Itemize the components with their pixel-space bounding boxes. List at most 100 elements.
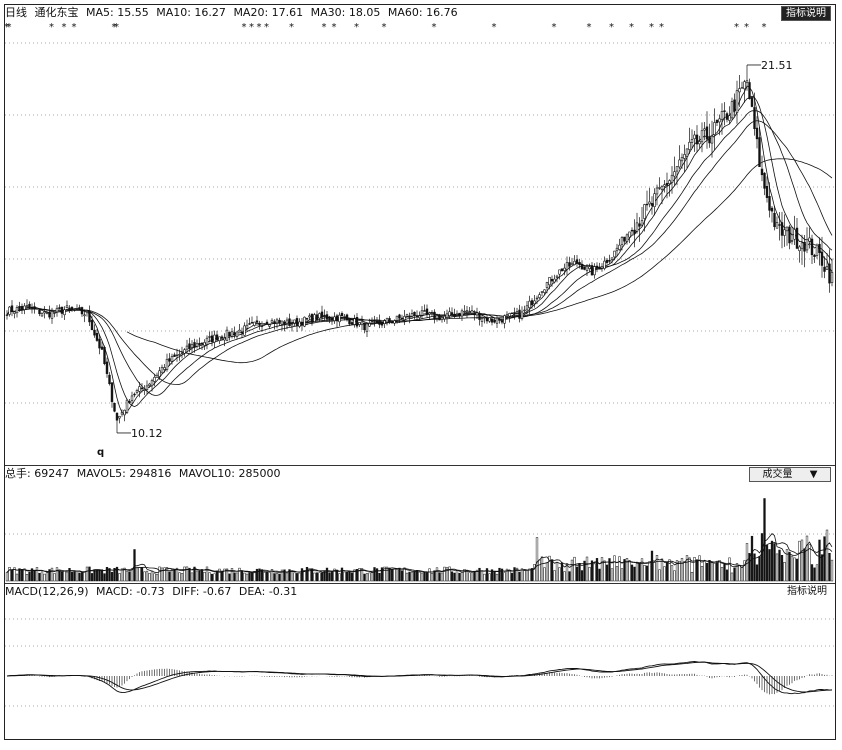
- volume-bar: [525, 569, 529, 582]
- macd-help-button[interactable]: 指标说明: [787, 586, 827, 597]
- indicator-help-button[interactable]: 指标说明: [781, 6, 831, 21]
- volume-bar: [373, 567, 376, 582]
- volume-bar: [433, 570, 436, 582]
- candle-body: [128, 401, 131, 404]
- volume-bar: [738, 565, 741, 582]
- candle-body: [10, 305, 14, 313]
- volume-bar: [668, 559, 671, 582]
- candle-body: [768, 196, 771, 211]
- volume-bar: [475, 569, 479, 582]
- signal-star-marker: *: [264, 22, 269, 33]
- candle-body: [173, 354, 176, 357]
- macd-value-label: MACD: -0.73: [96, 585, 165, 598]
- volume-bar: [508, 570, 511, 582]
- candle-body: [553, 278, 556, 283]
- volume-bar: [618, 556, 621, 582]
- volume-bar: [613, 555, 616, 582]
- candle-body: [493, 320, 496, 323]
- volume-bar: [673, 570, 676, 582]
- candle-body: [830, 272, 834, 283]
- signal-star-marker: *: [332, 22, 337, 33]
- volume-bar: [168, 571, 171, 582]
- candle-body: [198, 342, 201, 345]
- volume-bar: [20, 569, 24, 582]
- candle-body: [753, 107, 756, 129]
- candle-body: [740, 87, 744, 89]
- volume-bar: [245, 573, 249, 582]
- volume-bar: [408, 571, 411, 582]
- volume-bar: [730, 572, 734, 582]
- volume-bar: [463, 569, 466, 582]
- ma60-label: MA60: 16.76: [387, 6, 458, 19]
- volume-bar: [248, 572, 251, 582]
- candle-body: [730, 101, 734, 119]
- volume-bar: [203, 571, 206, 582]
- candle-body: [443, 315, 446, 320]
- candle-body: [145, 385, 149, 390]
- volume-bar: [803, 548, 806, 582]
- volume-bar: [733, 567, 736, 582]
- candle-body: [315, 314, 319, 321]
- signal-star-marker: *: [744, 22, 749, 33]
- candle-body: [423, 310, 426, 312]
- candle-body: [5, 314, 9, 316]
- volume-indicator-select[interactable]: 成交量 ▼: [749, 467, 831, 482]
- candle-body: [268, 324, 271, 327]
- candle-body: [570, 262, 574, 266]
- volume-bar: [270, 569, 274, 582]
- candle-body: [70, 307, 74, 310]
- volume-bar: [178, 572, 181, 582]
- volume-bar: [785, 549, 789, 582]
- candle-body: [693, 134, 696, 140]
- volume-bar: [28, 571, 31, 582]
- candle-body: [345, 314, 349, 320]
- candle-body: [403, 316, 406, 321]
- volume-bar: [653, 561, 656, 582]
- volume-bar: [140, 567, 144, 582]
- signal-star-marker: *: [354, 22, 359, 33]
- volume-bar: [583, 560, 586, 582]
- volume-bar: [23, 568, 26, 582]
- candle-body: [263, 323, 266, 325]
- candle-body: [143, 389, 146, 391]
- candle-body: [330, 318, 334, 320]
- volume-bar: [195, 570, 199, 582]
- candle-body: [405, 314, 409, 317]
- candle-body: [338, 314, 341, 323]
- volume-bar: [50, 567, 54, 582]
- candle-body: [485, 317, 489, 322]
- volume-bar: [428, 568, 431, 582]
- volume-bar: [90, 573, 94, 582]
- volume-bar: [788, 551, 791, 582]
- candle-body: [810, 238, 814, 256]
- volume-bar: [503, 572, 506, 582]
- volume-bar: [390, 568, 394, 582]
- candle-body: [60, 306, 64, 314]
- candle-body: [313, 314, 316, 322]
- candle-body: [193, 342, 196, 348]
- volume-bar: [518, 571, 521, 582]
- volume-bar: [345, 571, 349, 582]
- candle-body: [795, 227, 799, 249]
- candle-body: [308, 315, 311, 318]
- candle-body: [823, 266, 826, 272]
- candle-body: [48, 311, 51, 318]
- volume-bar: [265, 571, 269, 582]
- candle-body: [383, 320, 386, 324]
- signal-star-marker: *: [242, 22, 247, 33]
- candle-body: [283, 322, 286, 326]
- candle-body: [763, 172, 766, 189]
- volume-bar: [70, 571, 74, 582]
- candle-body: [680, 157, 684, 162]
- candle-body: [460, 310, 464, 317]
- volume-bar: [385, 566, 389, 582]
- volume-bar: [710, 561, 714, 582]
- mavol5-label: MAVOL5: 294816: [76, 467, 172, 480]
- candle-body: [280, 320, 284, 325]
- ma5-label: MA5: 15.55: [86, 6, 149, 19]
- volume-bar: [565, 563, 569, 582]
- candle-body: [230, 331, 234, 337]
- candle-body: [698, 141, 701, 145]
- volume-bar: [705, 562, 709, 582]
